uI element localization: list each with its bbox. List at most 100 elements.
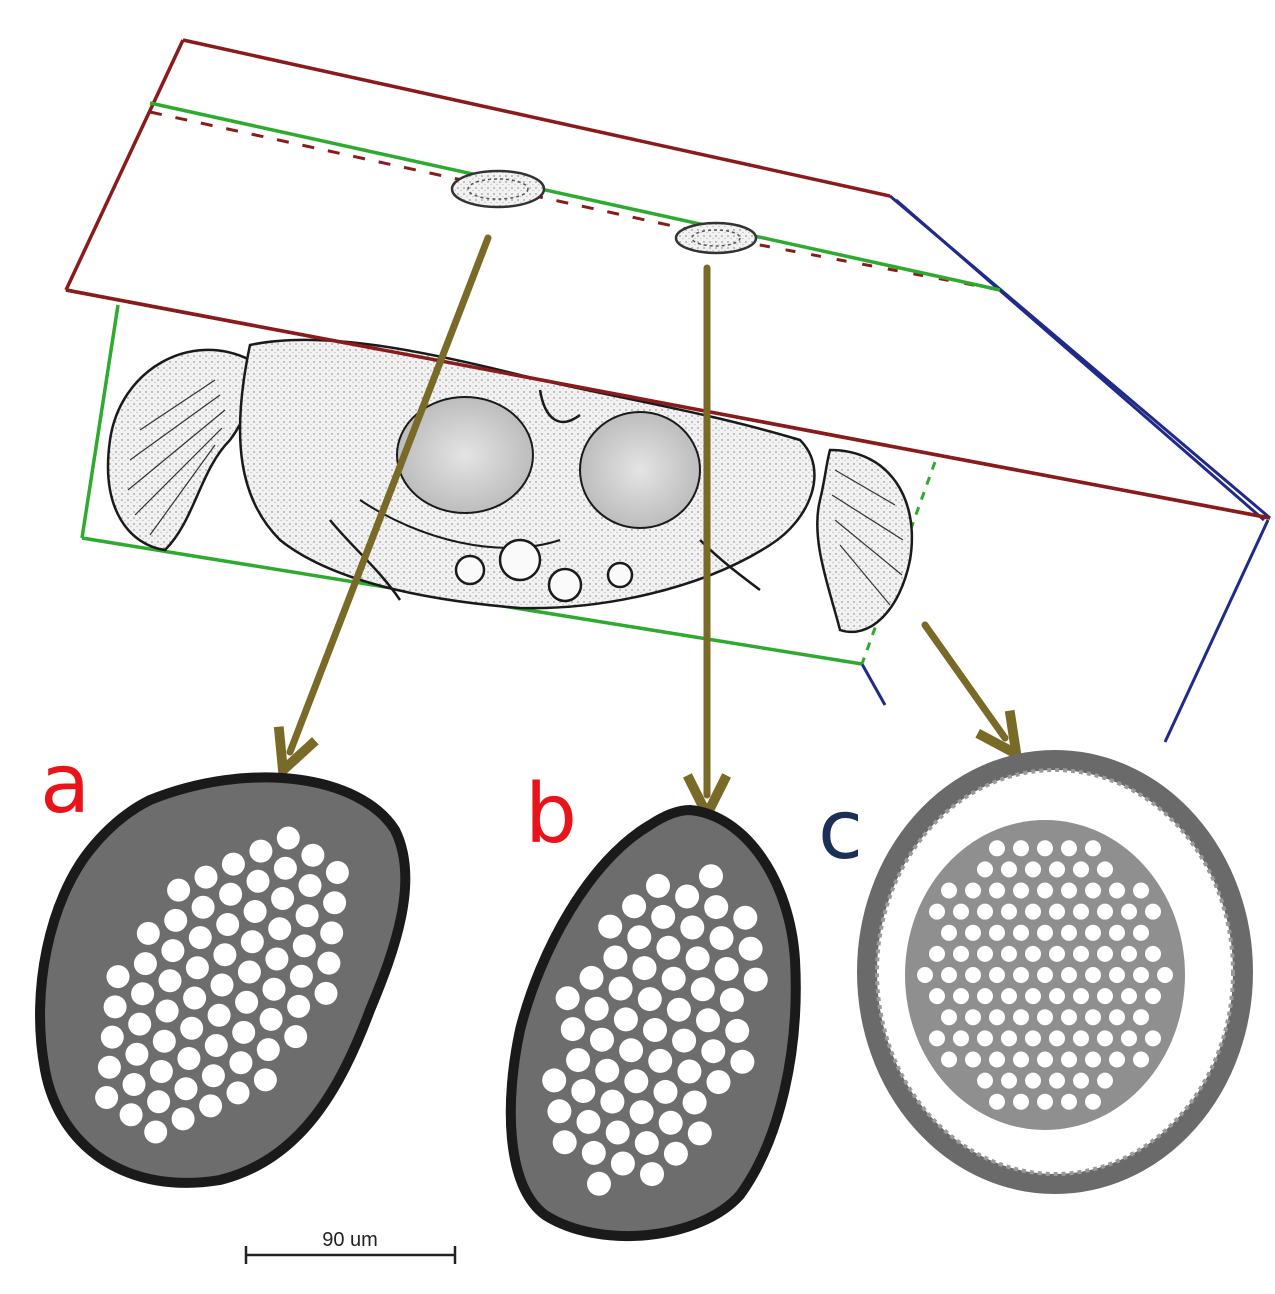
fiber-dot	[136, 921, 160, 945]
fiber-dot	[1097, 1030, 1113, 1047]
fiber-dot	[144, 1120, 168, 1144]
fiber-dot	[989, 882, 1005, 899]
fiber-dot	[1001, 988, 1017, 1005]
fiber-dot	[965, 1051, 981, 1068]
fiber-dot	[619, 1038, 644, 1063]
fiber-dot	[1097, 1072, 1113, 1089]
fiber-dot	[106, 965, 130, 989]
fiber-dot	[714, 957, 739, 981]
fiber-dot	[1049, 1030, 1065, 1047]
fiber-dot	[977, 988, 993, 1005]
fiber-dot	[199, 1094, 223, 1118]
fiber-dot	[1061, 882, 1077, 899]
fiber-dot	[634, 1131, 659, 1156]
fiber-dot	[1109, 1051, 1125, 1068]
fiber-dot	[965, 1009, 981, 1026]
fiber-dot	[133, 952, 157, 976]
fiber-dot	[608, 976, 633, 1001]
panel-c-fibers	[917, 840, 1173, 1110]
fiber-dot	[1145, 988, 1161, 1005]
fiber-dot	[929, 903, 945, 920]
fiber-dot	[188, 926, 212, 950]
fiber-dot	[929, 945, 945, 962]
fiber-dot	[295, 904, 319, 928]
fiber-dot	[1145, 945, 1161, 962]
fiber-dot	[590, 1027, 614, 1052]
fiber-dot	[953, 945, 969, 962]
fiber-dot	[587, 1171, 611, 1196]
fiber-dot	[271, 887, 295, 910]
fiber-dot	[1025, 1072, 1041, 1089]
fiber-dot	[941, 967, 957, 983]
panel-b-fibers	[542, 864, 768, 1196]
fiber-dot	[929, 1030, 945, 1047]
fiber-dot	[119, 1103, 143, 1127]
fiber-dot	[1085, 1009, 1101, 1026]
fiber-dot	[1001, 945, 1017, 962]
fiber-dot	[301, 843, 325, 867]
fiber-dot	[675, 884, 700, 909]
fiber-dot	[627, 925, 652, 950]
fiber-dot	[1013, 882, 1029, 899]
fiber-dot	[643, 1018, 667, 1042]
fiber-dot	[1097, 988, 1113, 1005]
fiber-dot	[555, 986, 580, 1011]
fiber-dot	[977, 1072, 993, 1089]
fiber-dot	[1049, 903, 1065, 920]
fiber-dot	[122, 1073, 146, 1096]
fiber-dot	[941, 882, 957, 899]
fiber-dot	[1025, 988, 1041, 1005]
fiber-dot	[97, 1055, 121, 1079]
fiber-dot	[164, 908, 188, 932]
fiber-dot	[161, 939, 185, 963]
fiber-dot	[1061, 1051, 1077, 1068]
fiber-dot	[289, 964, 313, 988]
panel-b-label: b	[525, 767, 577, 862]
fiber-dot	[953, 1030, 969, 1047]
fiber-dot	[1061, 967, 1077, 983]
fiber-dot	[719, 987, 744, 1012]
fiber-dot	[1133, 882, 1149, 899]
fiber-dot	[977, 945, 993, 962]
section-blob-b	[674, 221, 758, 255]
fiber-dot	[701, 1039, 726, 1064]
fiber-dot	[666, 997, 691, 1022]
fiber-dot	[1061, 1009, 1077, 1026]
fiber-dot	[1073, 945, 1089, 962]
panel-a-label: a	[40, 737, 90, 832]
fiber-dot	[648, 1048, 673, 1073]
fiber-dot	[672, 1028, 697, 1053]
fiber-dot	[1097, 945, 1113, 962]
fiber-dot	[240, 930, 264, 954]
fiber-dot	[167, 878, 191, 902]
fiber-dot	[276, 826, 300, 850]
fiber-dot	[1037, 882, 1053, 899]
fiber-dot	[685, 946, 710, 971]
fiber-dot	[941, 1009, 957, 1026]
fiber-dot	[941, 924, 957, 941]
fiber-dot	[929, 988, 945, 1005]
fiber-dot	[1049, 945, 1065, 962]
fiber-dot	[152, 1029, 176, 1053]
fiber-dot	[1037, 1093, 1053, 1110]
fiber-dot	[1121, 1030, 1137, 1047]
fiber-dot	[1097, 903, 1113, 920]
fiber-dot	[1013, 1093, 1029, 1110]
fiber-dot	[977, 1030, 993, 1047]
fiber-dot	[158, 969, 182, 993]
fiber-dot	[100, 1025, 124, 1049]
fiber-dot	[1013, 967, 1029, 983]
fiber-dot	[552, 1130, 577, 1155]
fiber-dot	[1085, 967, 1101, 983]
fiber-dot	[658, 1110, 683, 1135]
fiber-dot	[1109, 924, 1125, 941]
fiber-dot	[917, 967, 933, 983]
fiber-dot	[941, 1051, 957, 1068]
slice-plane-edge	[65, 288, 1271, 520]
fiber-dot	[1037, 840, 1053, 857]
fiber-dot	[1073, 1030, 1089, 1047]
fiber-dot	[1037, 1051, 1053, 1068]
fiber-dot	[174, 1077, 198, 1101]
fiber-dot	[1145, 903, 1161, 920]
fiber-dot	[663, 1141, 688, 1166]
